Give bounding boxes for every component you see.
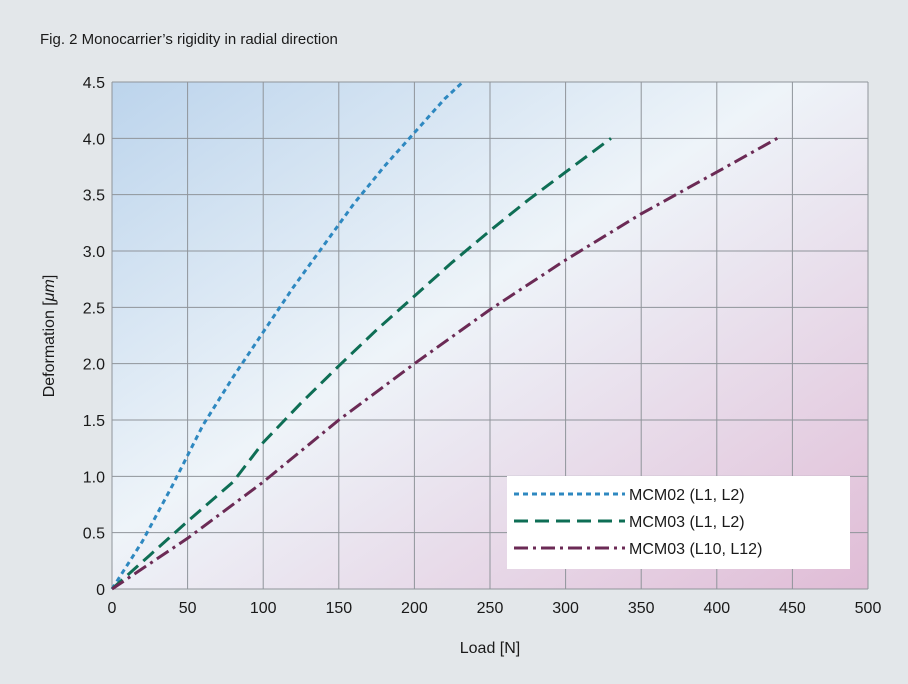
y-axis-label-suffix: ] [41, 275, 58, 279]
x-tick-label: 350 [628, 600, 655, 617]
x-axis-label: Load [N] [460, 640, 520, 657]
x-tick-label: 150 [325, 600, 352, 617]
figure-title: Fig. 2 Monocarrier’s rigidity in radial … [40, 31, 338, 48]
x-tick-label: 400 [703, 600, 730, 617]
y-tick-label: 3.5 [83, 188, 105, 205]
legend-label-2: MCM03 (L1, L2) [629, 514, 745, 531]
x-tick-label: 300 [552, 600, 579, 617]
x-tick-label: 100 [250, 600, 277, 617]
series-line-3 [111, 136, 779, 591]
x-tick-label: 50 [179, 600, 197, 617]
y-axis-label-unit: μm [41, 279, 58, 302]
legend-label-1: MCM02 (L1, L2) [629, 487, 745, 504]
x-tick-label: 450 [779, 600, 806, 617]
y-tick-label: 1.5 [83, 413, 105, 430]
y-tick-label: 4.0 [83, 131, 105, 148]
x-tick-label: 500 [855, 600, 882, 617]
y-axis-label-prefix: Deformation [ [41, 301, 58, 398]
y-axis-label: Deformation [μm] [41, 275, 58, 398]
y-tick-label: 2.5 [83, 300, 105, 317]
y-tick-label: 4.5 [83, 75, 105, 92]
y-tick-label: 0 [96, 582, 105, 599]
y-tick-label: 1.0 [83, 469, 105, 486]
x-tick-label: 0 [108, 600, 117, 617]
y-tick-label: 2.0 [83, 357, 105, 374]
legend-label-3: MCM03 (L10, L12) [629, 541, 762, 558]
x-tick-label: 250 [477, 600, 504, 617]
y-tick-labels: 0 0.5 1.0 1.5 2.0 2.5 3.0 3.5 4.0 4.5 [83, 75, 105, 599]
legend: MCM02 (L1, L2) MCM03 (L1, L2) MCM03 (L10, … [507, 476, 850, 569]
series-layer [110, 80, 779, 591]
series-line-1 [110, 80, 464, 590]
y-tick-label: 0.5 [83, 526, 105, 543]
series-line-2 [111, 137, 612, 591]
x-tick-label: 200 [401, 600, 428, 617]
x-tick-labels: 0 50 100 150 200 250 300 350 400 450 500 [108, 600, 882, 617]
y-tick-label: 3.0 [83, 244, 105, 261]
